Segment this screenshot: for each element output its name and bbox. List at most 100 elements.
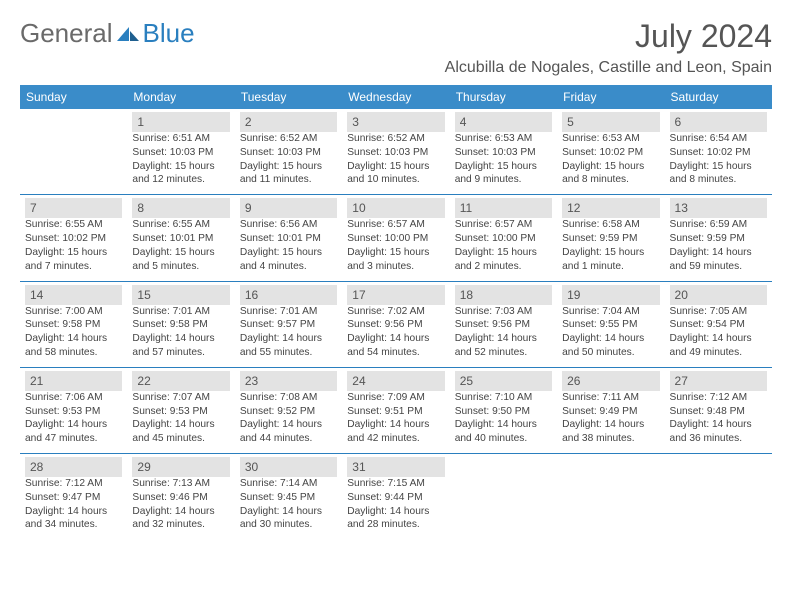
logo: General Blue — [20, 18, 195, 49]
sunrise-text: Sunrise: 6:56 AM — [240, 218, 337, 232]
day-number: 31 — [347, 457, 444, 477]
daylight-text: Daylight: 14 hours and 49 minutes. — [670, 332, 767, 360]
calendar-row: 1Sunrise: 6:51 AMSunset: 10:03 PMDayligh… — [20, 109, 772, 195]
calendar-cell: 8Sunrise: 6:55 AMSunset: 10:01 PMDayligh… — [127, 195, 234, 281]
sunset-text: Sunset: 10:03 PM — [347, 146, 444, 160]
calendar-cell: 13Sunrise: 6:59 AMSunset: 9:59 PMDayligh… — [665, 195, 772, 281]
calendar-cell: 26Sunrise: 7:11 AMSunset: 9:49 PMDayligh… — [557, 367, 664, 453]
sunset-text: Sunset: 9:49 PM — [562, 405, 659, 419]
daylight-text: Daylight: 15 hours and 8 minutes. — [562, 160, 659, 188]
day-header: Wednesday — [342, 85, 449, 109]
day-number: 18 — [455, 285, 552, 305]
sunset-text: Sunset: 9:51 PM — [347, 405, 444, 419]
day-number: 2 — [240, 112, 337, 132]
daylight-text: Daylight: 15 hours and 7 minutes. — [25, 246, 122, 274]
daylight-text: Daylight: 15 hours and 12 minutes. — [132, 160, 229, 188]
sunset-text: Sunset: 9:44 PM — [347, 491, 444, 505]
day-number: 27 — [670, 371, 767, 391]
calendar-cell: 1Sunrise: 6:51 AMSunset: 10:03 PMDayligh… — [127, 109, 234, 195]
day-number: 29 — [132, 457, 229, 477]
calendar-cell: 9Sunrise: 6:56 AMSunset: 10:01 PMDayligh… — [235, 195, 342, 281]
day-header: Sunday — [20, 85, 127, 109]
day-number: 6 — [670, 112, 767, 132]
calendar-cell: 5Sunrise: 6:53 AMSunset: 10:02 PMDayligh… — [557, 109, 664, 195]
sunrise-text: Sunrise: 6:53 AM — [562, 132, 659, 146]
sunrise-text: Sunrise: 6:58 AM — [562, 218, 659, 232]
sunrise-text: Sunrise: 6:59 AM — [670, 218, 767, 232]
sunrise-text: Sunrise: 7:03 AM — [455, 305, 552, 319]
sunset-text: Sunset: 10:00 PM — [455, 232, 552, 246]
sunset-text: Sunset: 10:02 PM — [25, 232, 122, 246]
sunset-text: Sunset: 10:00 PM — [347, 232, 444, 246]
day-number: 14 — [25, 285, 122, 305]
sunset-text: Sunset: 10:01 PM — [240, 232, 337, 246]
sunrise-text: Sunrise: 7:01 AM — [240, 305, 337, 319]
daylight-text: Daylight: 15 hours and 9 minutes. — [455, 160, 552, 188]
sunrise-text: Sunrise: 6:53 AM — [455, 132, 552, 146]
sunset-text: Sunset: 9:55 PM — [562, 318, 659, 332]
calendar-cell: 31Sunrise: 7:15 AMSunset: 9:44 PMDayligh… — [342, 454, 449, 540]
calendar-grid: SundayMondayTuesdayWednesdayThursdayFrid… — [20, 85, 772, 539]
day-number: 15 — [132, 285, 229, 305]
calendar-head: SundayMondayTuesdayWednesdayThursdayFrid… — [20, 85, 772, 109]
calendar-cell: 29Sunrise: 7:13 AMSunset: 9:46 PMDayligh… — [127, 454, 234, 540]
day-number: 11 — [455, 198, 552, 218]
daylight-text: Daylight: 14 hours and 36 minutes. — [670, 418, 767, 446]
sunset-text: Sunset: 9:53 PM — [25, 405, 122, 419]
day-header: Thursday — [450, 85, 557, 109]
sunset-text: Sunset: 10:02 PM — [670, 146, 767, 160]
sunrise-text: Sunrise: 6:57 AM — [347, 218, 444, 232]
sunset-text: Sunset: 10:02 PM — [562, 146, 659, 160]
daylight-text: Daylight: 14 hours and 50 minutes. — [562, 332, 659, 360]
calendar-cell: 28Sunrise: 7:12 AMSunset: 9:47 PMDayligh… — [20, 454, 127, 540]
day-number: 1 — [132, 112, 229, 132]
daylight-text: Daylight: 14 hours and 57 minutes. — [132, 332, 229, 360]
sunrise-text: Sunrise: 6:54 AM — [670, 132, 767, 146]
calendar-cell: 22Sunrise: 7:07 AMSunset: 9:53 PMDayligh… — [127, 367, 234, 453]
daylight-text: Daylight: 14 hours and 32 minutes. — [132, 505, 229, 533]
sunset-text: Sunset: 9:59 PM — [562, 232, 659, 246]
calendar-cell: 14Sunrise: 7:00 AMSunset: 9:58 PMDayligh… — [20, 281, 127, 367]
logo-text-general: General — [20, 18, 113, 49]
daylight-text: Daylight: 14 hours and 28 minutes. — [347, 505, 444, 533]
day-number: 4 — [455, 112, 552, 132]
sunset-text: Sunset: 9:52 PM — [240, 405, 337, 419]
sunset-text: Sunset: 9:48 PM — [670, 405, 767, 419]
daylight-text: Daylight: 15 hours and 5 minutes. — [132, 246, 229, 274]
sunrise-text: Sunrise: 7:15 AM — [347, 477, 444, 491]
sunrise-text: Sunrise: 7:09 AM — [347, 391, 444, 405]
day-number: 22 — [132, 371, 229, 391]
day-number: 26 — [562, 371, 659, 391]
logo-text-blue: Blue — [143, 18, 195, 49]
calendar-cell: 10Sunrise: 6:57 AMSunset: 10:00 PMDaylig… — [342, 195, 449, 281]
day-number: 21 — [25, 371, 122, 391]
sunset-text: Sunset: 9:54 PM — [670, 318, 767, 332]
daylight-text: Daylight: 15 hours and 10 minutes. — [347, 160, 444, 188]
day-number: 17 — [347, 285, 444, 305]
sunset-text: Sunset: 10:01 PM — [132, 232, 229, 246]
sunset-text: Sunset: 9:58 PM — [25, 318, 122, 332]
day-number: 8 — [132, 198, 229, 218]
calendar-cell: 4Sunrise: 6:53 AMSunset: 10:03 PMDayligh… — [450, 109, 557, 195]
day-number: 23 — [240, 371, 337, 391]
daylight-text: Daylight: 14 hours and 58 minutes. — [25, 332, 122, 360]
calendar-cell — [450, 454, 557, 540]
daylight-text: Daylight: 14 hours and 42 minutes. — [347, 418, 444, 446]
calendar-cell — [557, 454, 664, 540]
daylight-text: Daylight: 14 hours and 55 minutes. — [240, 332, 337, 360]
calendar-row: 14Sunrise: 7:00 AMSunset: 9:58 PMDayligh… — [20, 281, 772, 367]
title-block: July 2024 Alcubilla de Nogales, Castille… — [445, 18, 772, 77]
day-number: 30 — [240, 457, 337, 477]
day-number: 16 — [240, 285, 337, 305]
sunrise-text: Sunrise: 6:51 AM — [132, 132, 229, 146]
sunset-text: Sunset: 9:46 PM — [132, 491, 229, 505]
calendar-cell: 17Sunrise: 7:02 AMSunset: 9:56 PMDayligh… — [342, 281, 449, 367]
calendar-cell — [20, 109, 127, 195]
sunrise-text: Sunrise: 7:04 AM — [562, 305, 659, 319]
daylight-text: Daylight: 14 hours and 47 minutes. — [25, 418, 122, 446]
day-number: 5 — [562, 112, 659, 132]
sunset-text: Sunset: 10:03 PM — [455, 146, 552, 160]
sunrise-text: Sunrise: 7:11 AM — [562, 391, 659, 405]
sunrise-text: Sunrise: 7:08 AM — [240, 391, 337, 405]
day-number: 7 — [25, 198, 122, 218]
